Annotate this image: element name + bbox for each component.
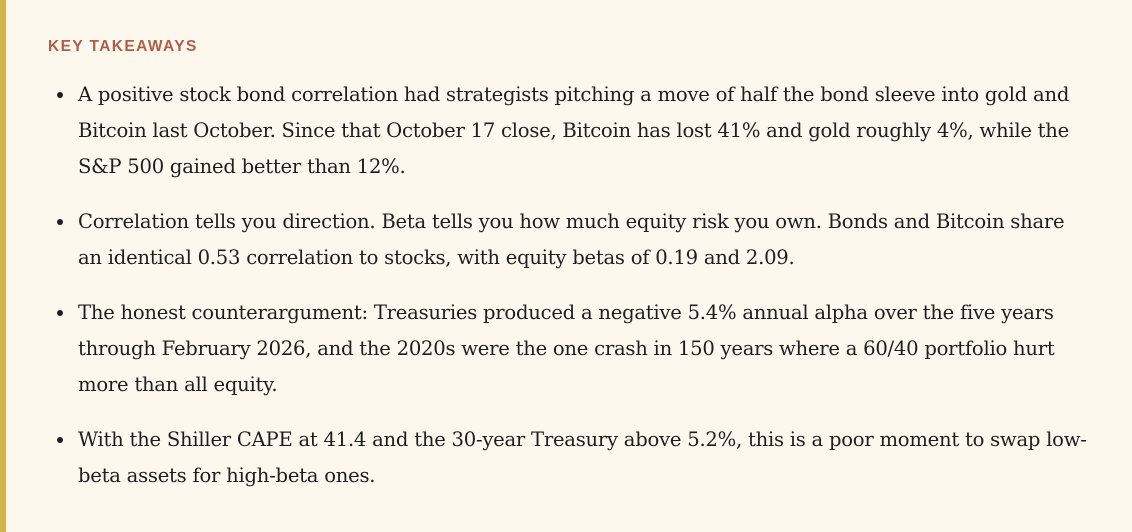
- takeaways-list: A positive stock bond correlation had st…: [48, 77, 1092, 494]
- list-item: Correlation tells you direction. Beta te…: [48, 204, 1092, 276]
- list-item-text: Correlation tells you direction. Beta te…: [78, 210, 1065, 269]
- bullet-icon: [57, 219, 63, 225]
- list-item-text: A positive stock bond correlation had st…: [78, 83, 1070, 178]
- bullet-icon: [57, 92, 63, 98]
- list-item-text: The honest counterargument: Treasuries p…: [78, 301, 1055, 396]
- list-item: The honest counterargument: Treasuries p…: [48, 295, 1092, 403]
- takeaways-heading: KEY TAKEAWAYS: [48, 38, 198, 55]
- list-item: With the Shiller CAPE at 41.4 and the 30…: [48, 422, 1092, 494]
- bullet-icon: [57, 437, 63, 443]
- bullet-icon: [57, 310, 63, 316]
- list-item-text: With the Shiller CAPE at 41.4 and the 30…: [78, 428, 1087, 487]
- list-item: A positive stock bond correlation had st…: [48, 77, 1092, 185]
